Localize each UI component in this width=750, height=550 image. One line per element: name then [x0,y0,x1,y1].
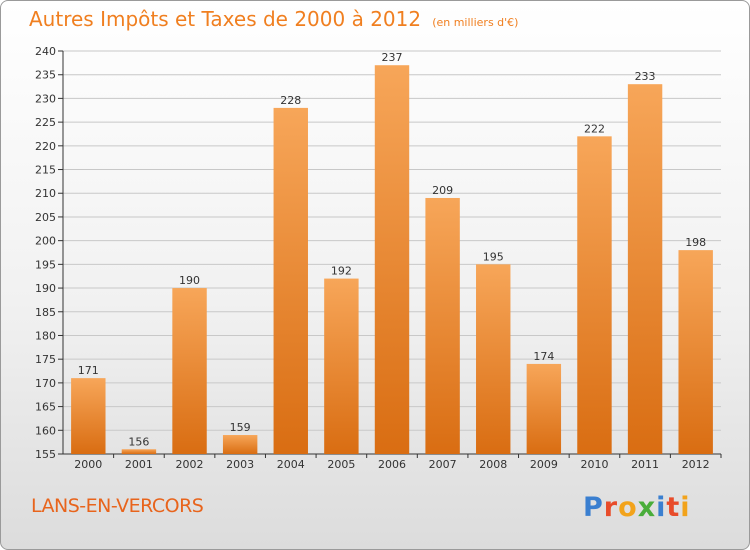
data-label: 171 [78,364,99,377]
x-tick-label: 2004 [277,458,305,471]
y-tick-label: 195 [35,258,56,271]
data-label: 233 [635,70,656,83]
bar [627,84,663,454]
bar [476,264,511,454]
bar [324,278,359,454]
data-label: 222 [584,122,605,135]
bar [678,250,713,454]
commune-name: LANS-EN-VERCORS [31,495,204,517]
x-tick-label: 2010 [580,458,608,471]
data-label: 159 [230,421,251,434]
chart-title: Autres Impôts et Taxes de 2000 à 2012 (e… [29,7,518,31]
proxiti-logo: Proxiti [583,492,691,523]
data-label: 156 [128,435,149,448]
data-label: 195 [483,250,504,263]
y-tick-label: 175 [35,353,56,366]
logo-letter: i [656,492,667,523]
bar [121,449,157,454]
data-label: 198 [685,236,706,249]
y-tick-label: 160 [35,424,56,437]
x-tick-label: 2002 [176,458,204,471]
data-label: 190 [179,274,200,287]
x-tick-label: 2000 [74,458,102,471]
y-tick-label: 185 [35,306,56,319]
bar [222,435,258,454]
y-tick-label: 200 [35,235,56,248]
x-tick-label: 2011 [631,458,659,471]
y-tick-label: 230 [35,92,56,105]
y-tick-label: 235 [35,69,56,82]
x-tick-label: 2012 [682,458,710,471]
logo-letter: P [583,492,604,523]
data-label: 209 [432,184,453,197]
x-tick-label: 2007 [429,458,457,471]
x-tick-label: 2001 [125,458,153,471]
y-tick-label: 165 [35,401,56,414]
logo-letter: x [637,492,657,523]
bar [425,197,460,454]
bar [374,65,410,455]
bar [577,136,612,454]
y-tick-label: 180 [35,329,56,342]
logo-letter: i [680,492,691,523]
bar [526,363,562,454]
logo-letter: o [618,492,638,523]
bar [71,378,106,454]
bar [273,107,308,455]
chart-title-text: Autres Impôts et Taxes de 2000 à 2012 [29,7,422,31]
y-tick-label: 170 [35,377,56,390]
y-tick-label: 220 [35,140,56,153]
logo-letter: r [603,492,619,523]
chart-unit-label: (en milliers d'€) [432,16,519,29]
y-tick-label: 190 [35,282,56,295]
y-tick-label: 240 [35,45,56,58]
x-tick-label: 2008 [479,458,507,471]
y-tick-label: 205 [35,211,56,224]
x-tick-label: 2006 [378,458,406,471]
y-tick-label: 225 [35,116,56,129]
x-tick-label: 2009 [530,458,558,471]
data-label: 237 [382,51,403,64]
x-tick-label: 2005 [327,458,355,471]
data-label: 174 [533,350,554,363]
y-tick-label: 155 [35,448,56,461]
data-label: 192 [331,265,352,278]
y-tick-label: 215 [35,164,56,177]
data-label: 228 [280,94,301,107]
logo-letter: t [666,492,681,523]
bar [172,288,207,454]
x-tick-label: 2003 [226,458,254,471]
y-tick-label: 210 [35,187,56,200]
